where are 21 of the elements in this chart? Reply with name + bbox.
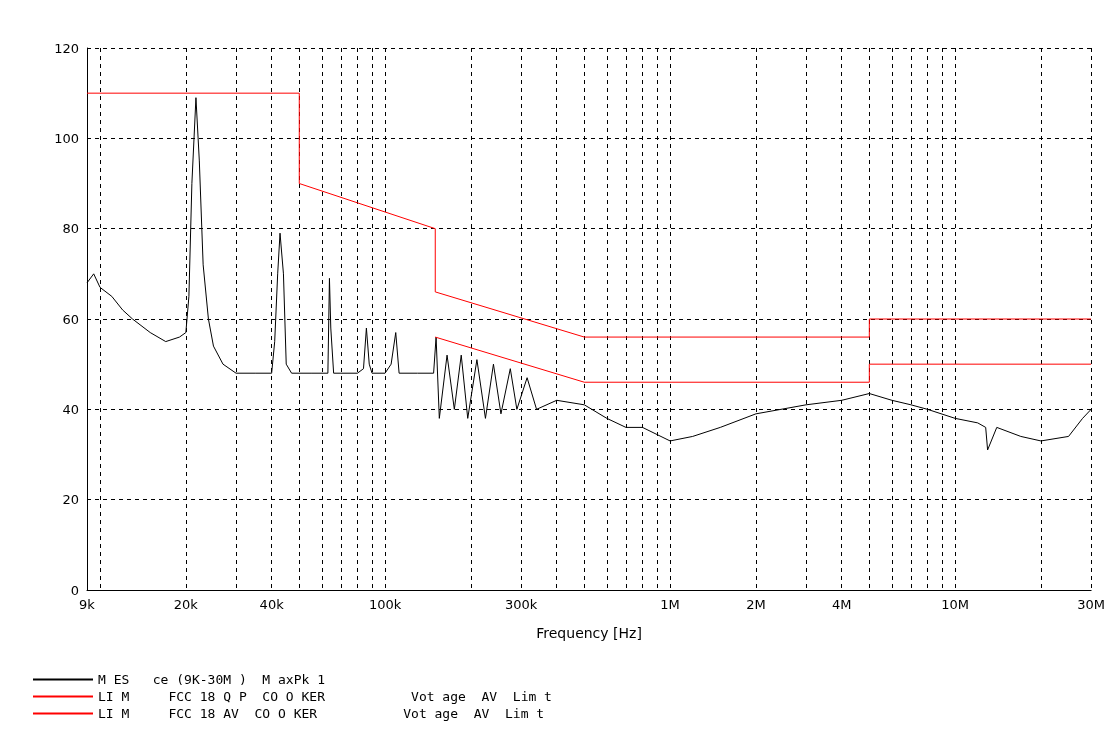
x-tick-label: 20k [173, 597, 199, 612]
x-tick-label: 10M [941, 597, 970, 612]
y-tick-label: 120 [54, 40, 79, 56]
legend-label: LI M FCC 18 Q P CO O KER Vot age AV Lim t [98, 689, 552, 704]
y-tick-label: 20 [62, 492, 79, 508]
y-tick-label: 0 [70, 582, 79, 598]
legend-label: M ES ce (9K-30M ) M axPk 1 [98, 672, 325, 687]
x-tick-label: 4M [831, 597, 852, 612]
x-tick-label: 2M [746, 597, 766, 612]
x-tick-label: 30M [1077, 597, 1105, 612]
y-tick-label: 60 [62, 311, 79, 327]
x-tick-label: 9k [79, 597, 96, 612]
x-tick-label: 300k [504, 597, 538, 612]
y-tick-label: 40 [62, 401, 79, 417]
y-tick-label: 100 [54, 130, 79, 146]
x-axis-title: Frequency [Hz] [536, 625, 642, 641]
legend-label: LI M FCC 18 AV CO O KER Vot age AV Lim t [98, 706, 545, 721]
x-tick-label: 40k [259, 597, 285, 612]
x-tick-label: 1M [660, 597, 680, 612]
x-tick-label: 100k [368, 597, 402, 612]
y-tick-label: 80 [62, 221, 79, 237]
